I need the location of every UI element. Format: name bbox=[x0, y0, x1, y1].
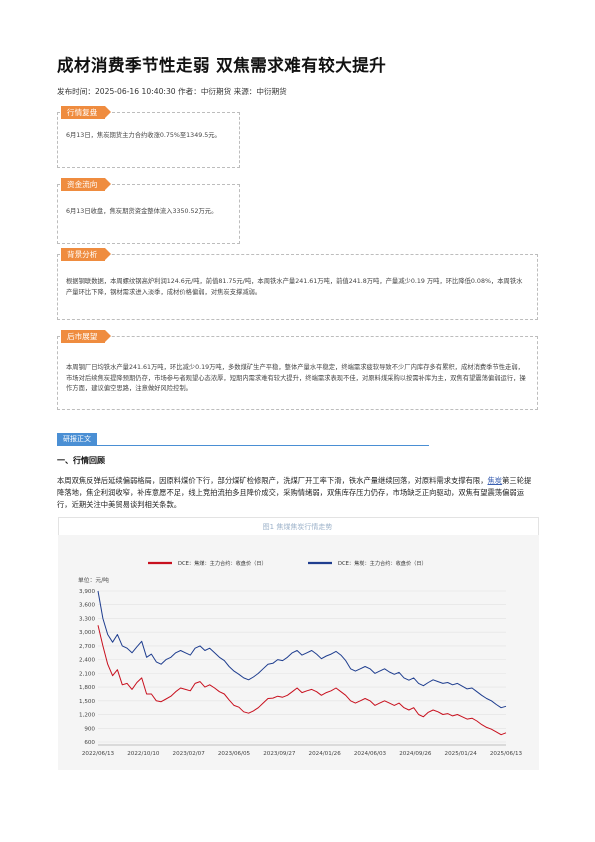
box-text: 6月13日，焦炭期货主力合约收涨0.75%至1349.5元。 bbox=[66, 132, 221, 139]
chart-title: 图1 焦煤焦炭行情走势 bbox=[262, 523, 333, 531]
section-divider bbox=[57, 445, 429, 446]
x-tick-label: 2023/02/07 bbox=[173, 751, 206, 757]
y-tick-label: 2,400 bbox=[79, 658, 95, 664]
price-line-chart: DCE：焦煤：主力合约：收盘价（日） DCE：焦炭：主力合约：收盘价（日） 单位：… bbox=[58, 535, 539, 770]
section-tag: 研报正文 bbox=[57, 433, 97, 446]
y-tick-label: 1,800 bbox=[79, 685, 95, 691]
series-line bbox=[97, 590, 507, 709]
y-tick-label: 3,300 bbox=[79, 616, 95, 622]
x-tick-label: 2022/06/13 bbox=[82, 751, 115, 757]
y-tick-label: 2,100 bbox=[79, 671, 95, 677]
para-text-1: 本周双焦反弹后延续偏弱格局，因原料煤价下行，部分煤矿检修限产，洗煤厂开工率下滑，… bbox=[57, 476, 488, 485]
y-tick-label: 1,200 bbox=[79, 713, 95, 719]
summary-box-outlook: 后市展望 本周钢厂日均铁水产量241.61万吨，环比减少0.19万吨，多数煤矿生… bbox=[57, 330, 538, 410]
section-heading: 一、行情回顾 bbox=[57, 456, 105, 465]
legend-label: DCE：焦炭：主力合约：收盘价（日） bbox=[338, 559, 427, 567]
x-tick-label: 2024/09/26 bbox=[399, 751, 432, 757]
y-tick-label: 3,000 bbox=[79, 630, 95, 636]
box-tag: 资金流向 bbox=[61, 178, 112, 191]
x-tick-label: 2023/06/05 bbox=[218, 751, 251, 757]
y-tick-label: 900 bbox=[84, 726, 95, 732]
box-tag: 行情复盘 bbox=[61, 106, 112, 119]
x-tick-label: 2024/06/03 bbox=[354, 751, 387, 757]
para-text-2: 第三轮提降落地，焦企利润收窄，补库意愿不足，线上竞拍流拍多且降价成交，采购情绪弱… bbox=[57, 476, 532, 509]
box-tag: 后市展望 bbox=[61, 330, 112, 343]
keyword-link[interactable]: 焦炭 bbox=[487, 476, 503, 485]
x-tick-label: 2023/09/27 bbox=[263, 751, 296, 757]
summary-box-background: 背景分析 根据钢联数据，本周螺纹钢高炉利润124.6元/吨，前值81.75元/吨… bbox=[57, 248, 538, 320]
y-tick-label: 600 bbox=[84, 740, 95, 746]
x-tick-label: 2024/01/26 bbox=[309, 751, 342, 757]
box-tag: 背景分析 bbox=[61, 248, 112, 261]
y-tick-label: 2,700 bbox=[79, 644, 95, 650]
x-tick-label: 2022/10/10 bbox=[127, 751, 160, 757]
x-tick-label: 2025/01/24 bbox=[445, 751, 478, 757]
body-paragraph: 本周双焦反弹后延续偏弱格局，因原料煤价下行，部分煤矿检修限产，洗煤厂开工率下滑，… bbox=[57, 475, 537, 511]
box-text: 根据钢联数据，本周螺纹钢高炉利润124.6元/吨，前值81.75元/吨，本周铁水… bbox=[66, 278, 523, 296]
x-tick-label: 2025/06/13 bbox=[490, 751, 523, 757]
box-text: 6月13日收盘，焦炭期货资金整体流入3350.52万元。 bbox=[66, 208, 218, 215]
y-axis-unit-label: 单位：元/吨 bbox=[78, 576, 109, 584]
series-line bbox=[97, 625, 507, 736]
summary-box-fund-flow: 资金流向 6月13日收盘，焦炭期货资金整体流入3350.52万元。 bbox=[57, 178, 240, 244]
y-tick-label: 3,600 bbox=[79, 603, 95, 609]
y-tick-label: 3,900 bbox=[79, 589, 95, 595]
article-title: 成材消费季节性走弱 双焦需求难有较大提升 bbox=[57, 56, 387, 75]
summary-box-market-review: 行情复盘 6月13日，焦炭期货主力合约收涨0.75%至1349.5元。 bbox=[57, 106, 240, 168]
legend-label: DCE：焦煤：主力合约：收盘价（日） bbox=[178, 559, 267, 567]
article-meta: 发布时间：2025-06-16 10:40:30 作者：中衍期货 来源：中衍期货 bbox=[57, 87, 287, 96]
box-text: 本周钢厂日均铁水产量241.61万吨，环比减少0.19万吨，多数煤矿生产平稳，整… bbox=[66, 364, 526, 392]
y-tick-label: 1,500 bbox=[79, 699, 95, 705]
